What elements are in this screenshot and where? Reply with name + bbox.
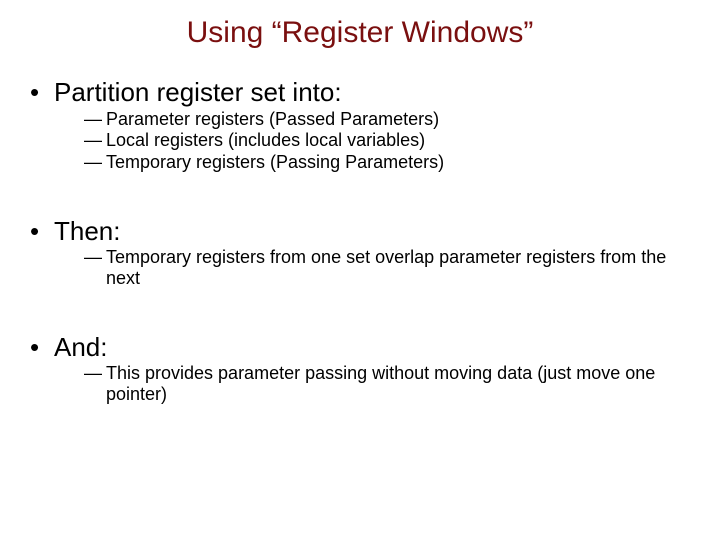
list-item: Temporary registers from one set overlap… — [84, 247, 696, 288]
section-heading: Partition register set into: — [24, 78, 696, 107]
sub-list: Temporary registers from one set overlap… — [84, 247, 696, 288]
list-item: Local registers (includes local variable… — [84, 130, 696, 151]
sub-list: This provides parameter passing without … — [84, 363, 696, 404]
section-partition: Partition register set into: Parameter r… — [24, 78, 696, 173]
section-heading: Then: — [24, 217, 696, 246]
list-item: Parameter registers (Passed Parameters) — [84, 109, 696, 130]
sub-list: Parameter registers (Passed Parameters) … — [84, 109, 696, 173]
slide-title: Using “Register Windows” — [24, 16, 696, 50]
bullet-list: Partition register set into: Parameter r… — [24, 78, 696, 405]
section-heading: And: — [24, 333, 696, 362]
section-and: And: This provides parameter passing wit… — [24, 333, 696, 405]
list-item: This provides parameter passing without … — [84, 363, 696, 404]
list-item: Temporary registers (Passing Parameters) — [84, 152, 696, 173]
slide: Using “Register Windows” Partition regis… — [0, 0, 720, 540]
section-then: Then: Temporary registers from one set o… — [24, 217, 696, 289]
